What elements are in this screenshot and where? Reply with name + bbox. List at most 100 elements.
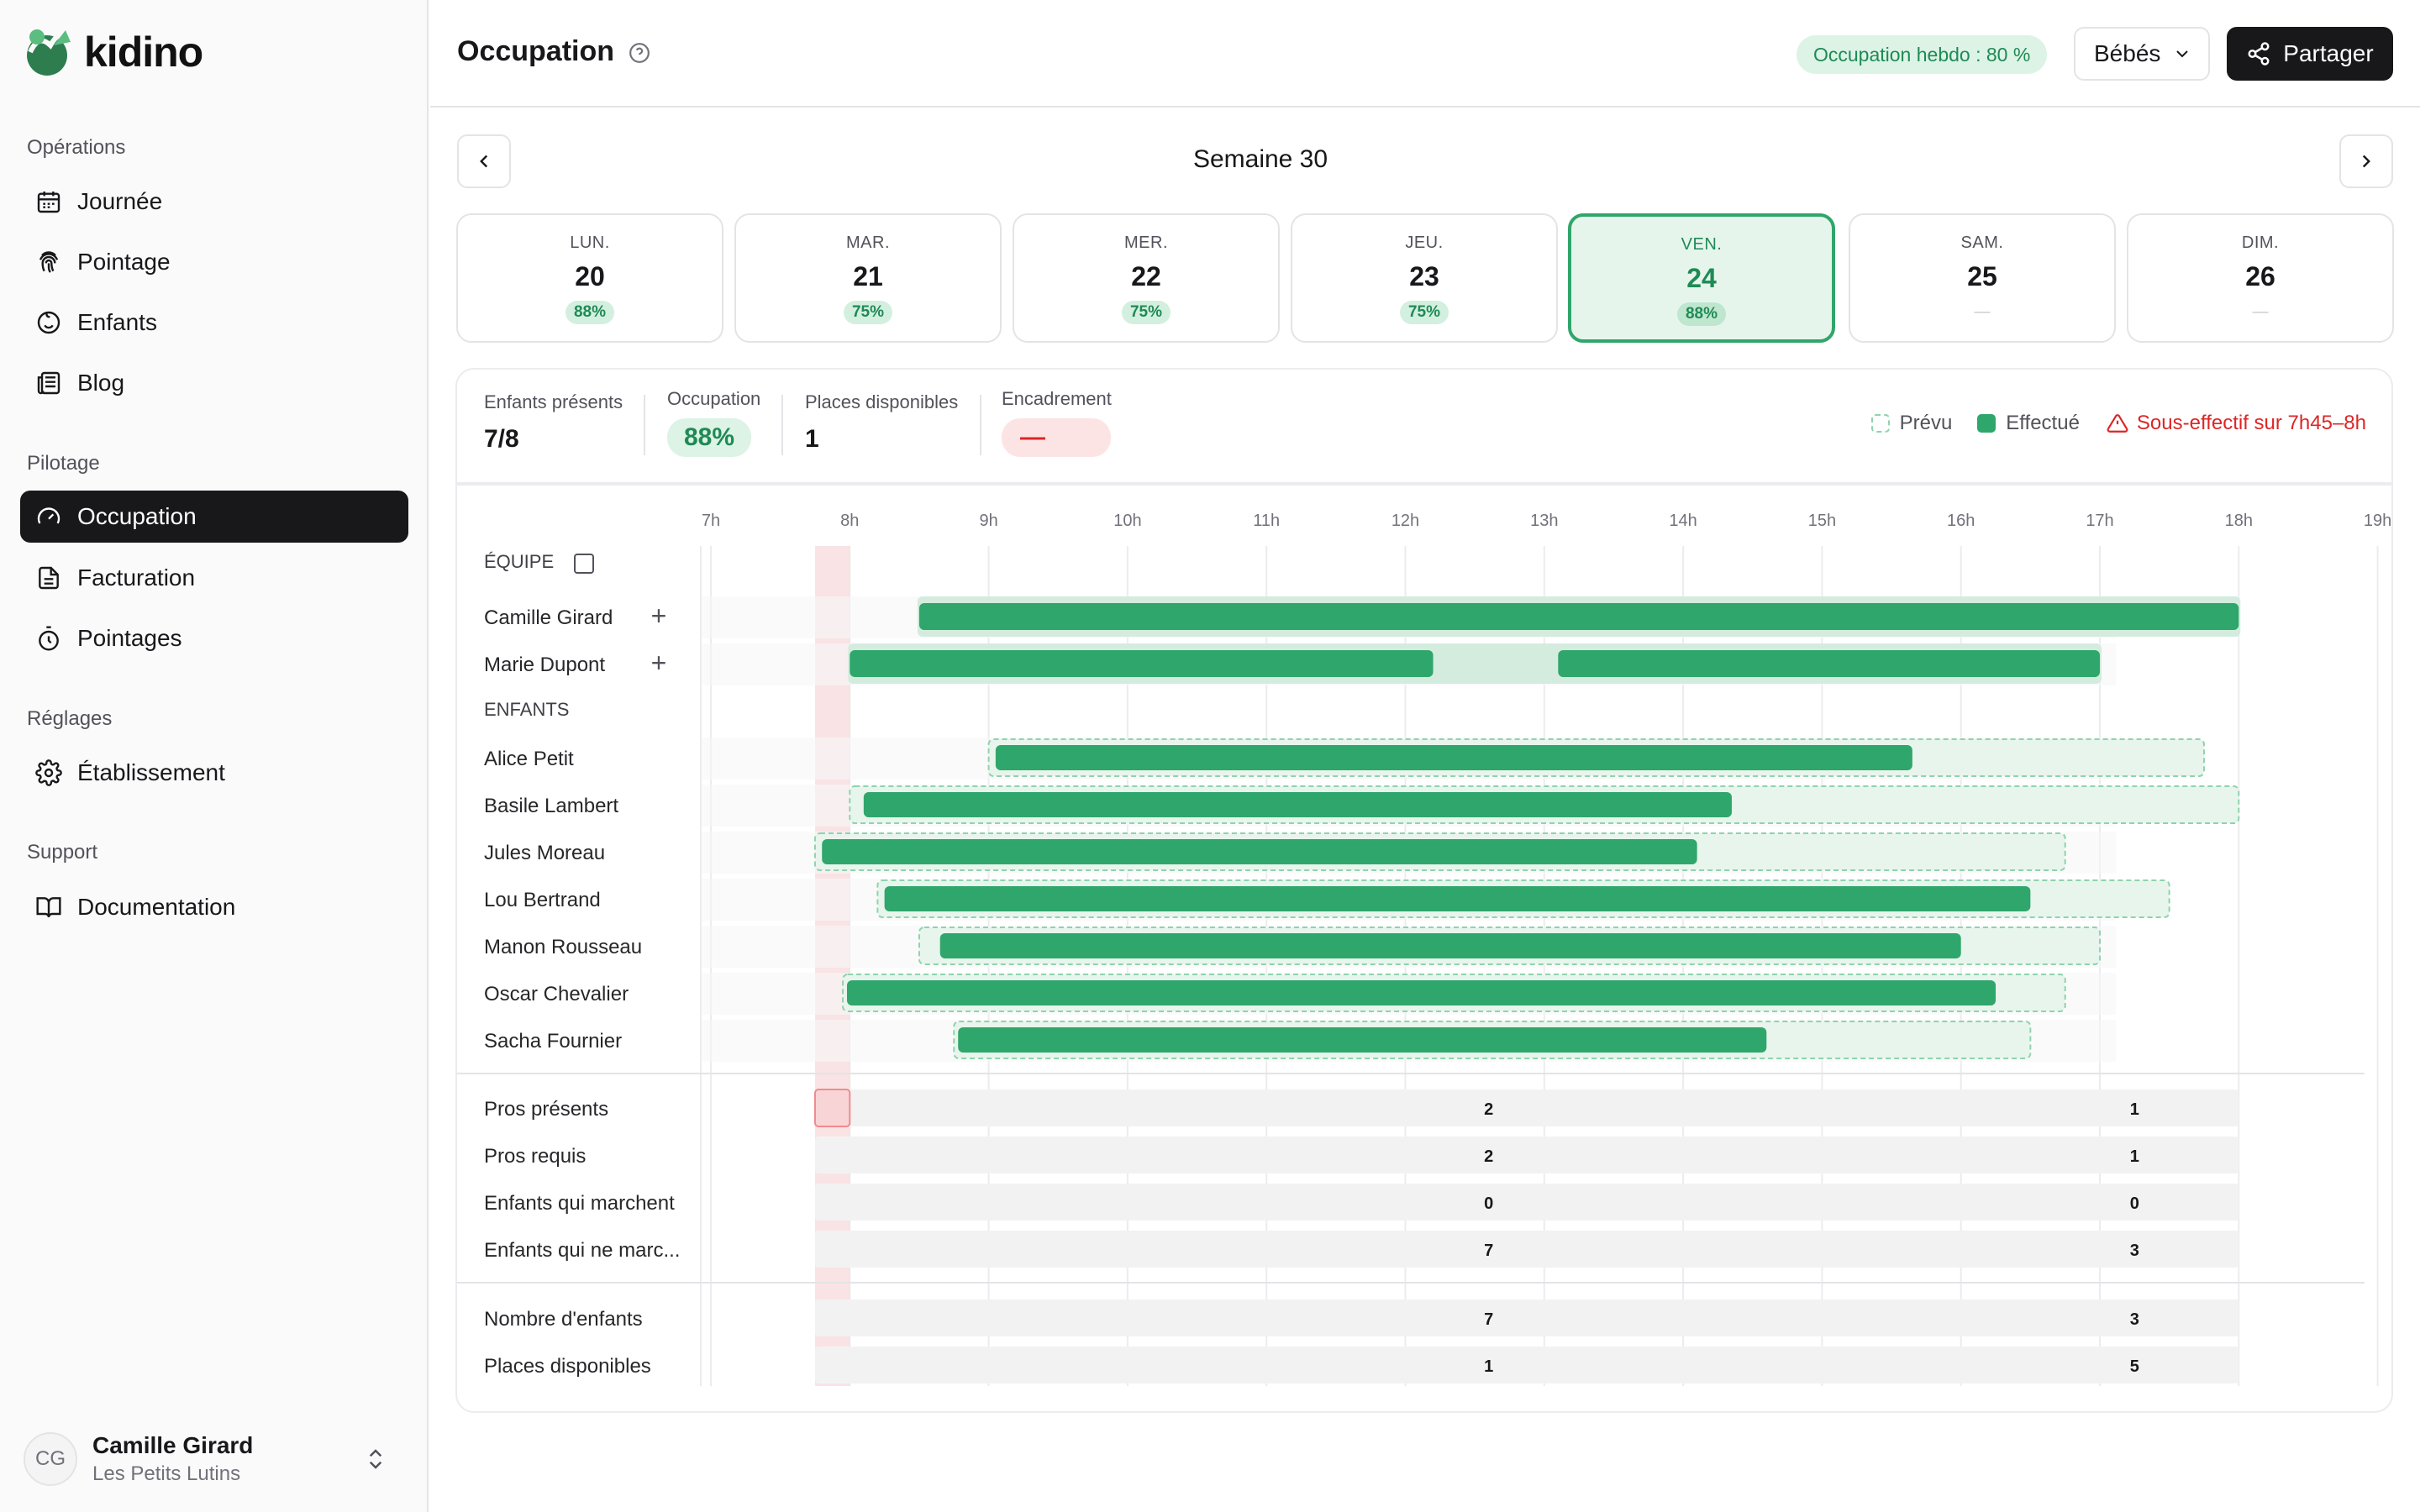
summary-row-label: Enfants qui ne marc... (484, 1239, 680, 1262)
day-card-thu[interactable]: JEU. 23 75% (1291, 213, 1558, 343)
share-button[interactable]: Partager (2227, 27, 2393, 81)
summary-cell-strip (814, 1137, 2239, 1173)
nav-pointages[interactable]: Pointages (20, 612, 408, 664)
user-menu[interactable]: CG Camille Girard Les Petits Lutins (24, 1430, 412, 1488)
child-name: Jules Moreau (484, 842, 605, 864)
stat-occupation: Occupation 88% (667, 388, 760, 457)
summary-value: 3 (2130, 1242, 2139, 1260)
nav-journee[interactable]: Journée (20, 176, 408, 228)
nav-blog[interactable]: Blog (20, 357, 408, 409)
timer-icon (39, 626, 59, 651)
day-card-sat[interactable]: SAM. 25 — (1849, 213, 2116, 343)
day-card-mon[interactable]: LUN. 20 88% (456, 213, 723, 343)
summary-value: 1 (2130, 1147, 2139, 1166)
child-done-bar (958, 1027, 1767, 1053)
nav-facturation[interactable]: Facturation (20, 552, 408, 604)
sidebar: kidino Opérations Journée Pointage Enfan… (0, 0, 429, 1512)
user-name: Camille Girard (92, 1432, 254, 1458)
stat-value: 1 (805, 425, 819, 453)
smile-icon (37, 311, 60, 334)
team-member-name: Camille Girard (484, 606, 613, 629)
hour-tick-label: 17h (2086, 512, 2113, 530)
summary-cell-strip (814, 1299, 2239, 1336)
nav-pointage[interactable]: Pointage (20, 236, 408, 288)
nav-documentation[interactable]: Documentation (20, 881, 408, 933)
nav-enfants[interactable]: Enfants (20, 297, 408, 349)
summary-value: 5 (2130, 1357, 2139, 1376)
gauge-icon (37, 507, 60, 524)
stat-divider (781, 395, 783, 455)
avatar: CG (24, 1432, 77, 1486)
stat-children-present: Enfants présents 7/8 (484, 391, 623, 454)
day-occupation: — (1974, 303, 1991, 321)
day-card-wed[interactable]: MER. 22 75% (1013, 213, 1280, 343)
day-card-fri[interactable]: VEN. 24 88% (1568, 213, 1835, 343)
day-name: MER. (1124, 234, 1168, 252)
calendar-icon (574, 554, 594, 574)
nav-occupation[interactable]: Occupation (20, 491, 408, 543)
child-name: Oscar Chevalier (484, 983, 629, 1005)
hour-tick-label: 8h (840, 512, 859, 530)
alert-cell (813, 1089, 851, 1127)
child-done-bar (863, 792, 1732, 817)
hour-tick-label: 9h (979, 512, 997, 530)
child-name: Sacha Fournier (484, 1030, 622, 1053)
stat-value: — (1002, 418, 1111, 457)
stat-label: Occupation (667, 388, 761, 409)
nav-journee-label: Journée (77, 188, 163, 214)
timeline-chart: 7h 8h 9h 10h 11h 12h 13h 14h 15h 16h 17h 18h 19h ÉQUI… (457, 512, 2391, 1386)
summary2-row-label: Nombre d'enfants (484, 1308, 643, 1331)
child-done-bar (822, 839, 1697, 864)
team-done-shift (1558, 650, 2100, 677)
prev-week-button[interactable] (457, 134, 511, 188)
hour-tick-label: 11h (1253, 512, 1280, 530)
share-icon (2248, 42, 2270, 66)
summary-cell-strip (814, 1231, 2239, 1268)
summary-row-label: Pros requis (484, 1145, 586, 1168)
nav-pointage-label: Pointage (77, 249, 171, 275)
stat-label: Enfants présents (484, 391, 623, 412)
warning-text: Sous-effectif sur 7h45–8h (2136, 412, 2366, 434)
group-select[interactable]: Bébés (2074, 27, 2210, 81)
hour-tick-label: 14h (1669, 512, 1697, 530)
children-section-label: ENFANTS (484, 699, 569, 720)
logo[interactable]: kidino (25, 27, 203, 77)
summary-value: 2 (1484, 1147, 1493, 1166)
day-card-tue[interactable]: MAR. 21 75% (734, 213, 1002, 343)
share-button-label: Partager (2283, 40, 2374, 66)
hour-tick-label: 16h (1947, 512, 1975, 530)
chevrons-up-down-icon (369, 1449, 382, 1469)
stat-value: 7/8 (484, 425, 519, 453)
stat-divider (644, 395, 645, 455)
nav-facturation-label: Facturation (77, 564, 196, 591)
summary-value: 1 (2130, 1100, 2139, 1119)
day-occupation: — (2252, 303, 2269, 321)
child-done-bar (995, 745, 1912, 770)
nav-occupation-label: Occupation (77, 503, 197, 529)
stat-divider (980, 395, 981, 455)
section-pilotage: Pilotage (27, 452, 100, 475)
child-done-bar (939, 933, 1961, 958)
day-card-sun[interactable]: DIM. 26 — (2127, 213, 2394, 343)
kidino-logo-icon (27, 29, 71, 76)
summary2-row-label: Places disponibles (484, 1355, 651, 1378)
hour-tick-label: 18h (2225, 512, 2253, 530)
day-occupation: 75% (843, 301, 893, 324)
group-select-value: Bébés (2094, 40, 2161, 66)
nav-documentation-label: Documentation (77, 894, 236, 920)
chevron-left-icon (480, 155, 488, 168)
summary-cell-strip (814, 1184, 2239, 1221)
next-week-button[interactable] (2339, 134, 2393, 188)
nav-blog-label: Blog (77, 370, 125, 396)
nav-etablissement[interactable]: Établissement (20, 747, 408, 799)
day-name: JEU. (1405, 234, 1444, 252)
child-name: Manon Rousseau (484, 936, 642, 958)
hour-tick-label: 7h (702, 512, 720, 530)
help-icon[interactable] (629, 42, 650, 64)
section-reglages: Réglages (27, 707, 113, 730)
team-done-shift (850, 650, 1434, 677)
hour-tick-label: 13h (1530, 512, 1558, 530)
stat-label: Places disponibles (805, 391, 959, 412)
day-occupation: 88% (565, 301, 615, 324)
child-name: Alice Petit (484, 748, 574, 770)
